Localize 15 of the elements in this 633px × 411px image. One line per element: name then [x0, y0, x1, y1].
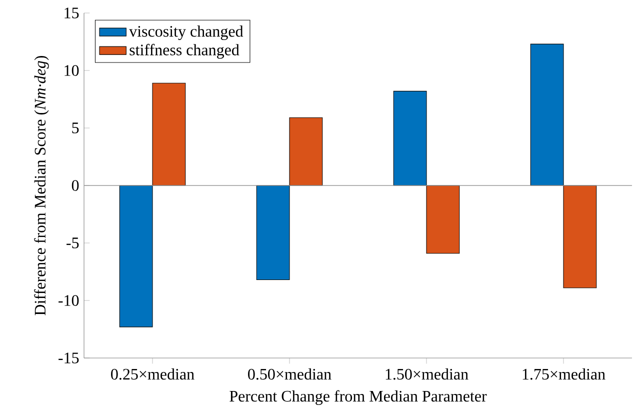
x-axis-title: Percent Change from Median Parameter [230, 390, 487, 405]
y-tick-label: 15 [64, 8, 79, 18]
x-tick-label: 0.50×median [248, 368, 332, 380]
x-tick-label: 0.25×median [111, 368, 194, 380]
legend-label: viscosity changed [129, 26, 244, 40]
x-tick-label: 1.50×median [386, 368, 468, 380]
y-tick-label: -10 [58, 295, 79, 306]
y-tick-label: 5 [72, 122, 79, 134]
x-tick-label: 1.75×median [522, 368, 606, 380]
y-tick-label: -15 [58, 352, 79, 364]
y-tick-label: 10 [64, 65, 79, 76]
y-axis-title: Difference from Median Score (Nm·deg) [34, 56, 49, 316]
legend-label: stiffness changed [130, 44, 240, 59]
y-tick-label: -5 [66, 238, 79, 248]
y-tick-label: 0 [72, 180, 79, 191]
